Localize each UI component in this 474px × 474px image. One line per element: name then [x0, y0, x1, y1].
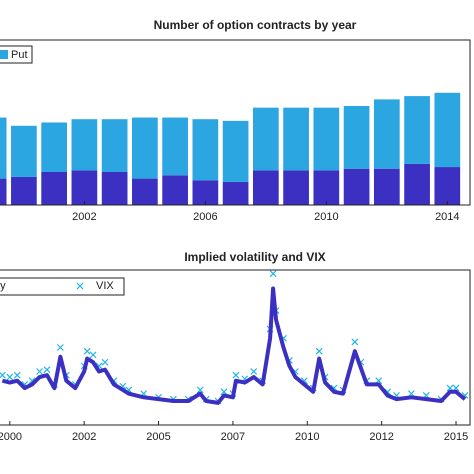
vix-marker	[43, 366, 51, 374]
vix-marker	[232, 371, 240, 379]
legend-box	[0, 277, 125, 296]
vix-marker	[269, 270, 277, 278]
vix-marker	[351, 338, 359, 346]
bar-segment	[71, 119, 98, 171]
bar-segment	[192, 180, 219, 205]
bar-segment	[41, 122, 67, 172]
bar-segment	[252, 170, 279, 205]
legend-label: Put	[11, 49, 28, 61]
vix-marker	[250, 368, 258, 375]
bar-segment	[192, 119, 219, 181]
vix-marker	[83, 347, 91, 355]
bar-segment	[404, 96, 430, 164]
bar-segment	[252, 107, 279, 171]
x-tick-label: 2002	[72, 431, 96, 443]
bar-segment	[162, 117, 188, 176]
bar-segment	[71, 170, 98, 205]
x-tick-label: 2010	[295, 431, 319, 443]
vix-marker	[13, 371, 21, 379]
bar-segment	[101, 172, 128, 205]
legend-label: VIX	[96, 280, 114, 292]
bar-segment	[313, 107, 340, 171]
vix-marker	[196, 386, 204, 394]
bar-segment	[373, 168, 400, 205]
x-tick-label: 2006	[193, 211, 217, 223]
bar-segment	[283, 170, 309, 205]
x-tick-label: 2012	[369, 431, 393, 443]
bar-segment	[0, 178, 7, 205]
vix-marker	[101, 358, 109, 366]
vix-marker	[6, 373, 14, 381]
bar-segment	[101, 119, 128, 172]
bar-segment	[222, 120, 249, 182]
bar-segment	[283, 107, 309, 171]
bar-segment	[434, 167, 461, 205]
bar-segment	[373, 99, 400, 169]
legend-label: Implied volatility	[0, 280, 6, 292]
bar-segment	[313, 170, 340, 205]
vix-marker	[36, 368, 43, 375]
x-tick-label: 2007	[221, 431, 245, 443]
bar-segment	[11, 125, 37, 177]
bar-segment	[11, 176, 37, 205]
bar-segment	[222, 181, 249, 205]
bar-segment	[41, 172, 67, 205]
x-tick-label: 2014	[435, 211, 459, 223]
chart-title: Number of option contracts by year	[154, 18, 357, 32]
vix-marker	[56, 344, 64, 351]
x-tick-label: 2015	[444, 431, 468, 443]
bar-segment	[162, 175, 188, 205]
x-tick-label: 2010	[314, 211, 338, 223]
vix-marker	[220, 388, 228, 396]
bar-segment	[343, 168, 370, 205]
bar-segment	[404, 163, 430, 205]
x-tick-label: 2000	[0, 431, 22, 443]
x-tick-label: 2005	[146, 431, 170, 443]
plot-frame	[0, 269, 471, 426]
vix-marker	[315, 347, 323, 355]
bar-segment	[434, 92, 461, 168]
vix-marker	[89, 351, 97, 359]
bar-segment	[0, 117, 7, 179]
bar-segment	[132, 178, 158, 205]
legend-marker	[76, 282, 84, 290]
bar-segment	[343, 106, 370, 169]
volatility-line	[1, 286, 467, 405]
bar-segment	[132, 117, 158, 179]
vix-marker	[0, 371, 6, 379]
legend-swatch	[0, 50, 8, 59]
plot-frame	[0, 39, 471, 206]
x-tick-label: 2002	[72, 211, 96, 223]
chart-title: Implied volatility and VIX	[184, 250, 325, 264]
